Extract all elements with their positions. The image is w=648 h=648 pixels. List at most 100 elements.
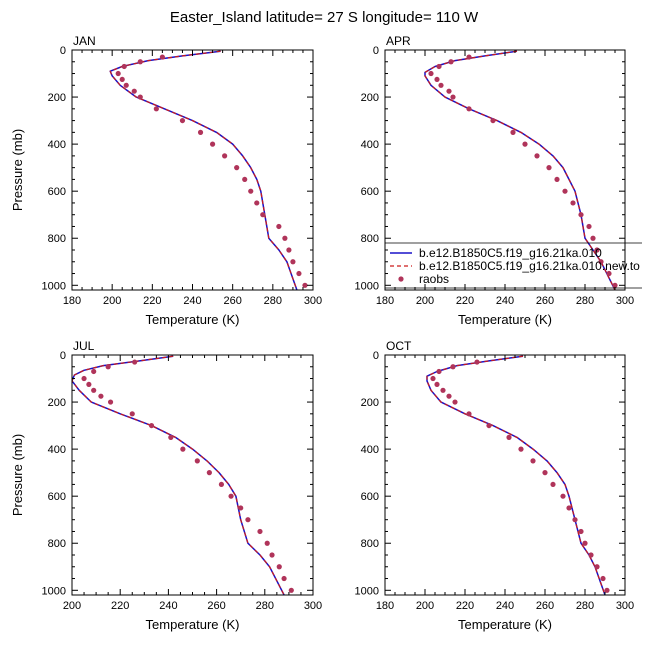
raobs-point [179, 117, 186, 124]
legend: b.e12.B1850C5.f19_g16.21ka.010b.e12.B185… [385, 242, 642, 289]
y-tick-label: 0 [373, 45, 379, 57]
y-tick-label: 1000 [42, 585, 66, 597]
raobs-point [600, 575, 606, 582]
raobs-point [91, 387, 97, 393]
x-tick-label: 280 [264, 295, 282, 307]
y-tick-label: 400 [48, 444, 66, 456]
series-line [426, 355, 606, 595]
raobs-point [542, 470, 548, 476]
raobs-point [180, 446, 186, 452]
panel-label: JAN [73, 34, 96, 48]
panel-data [426, 355, 610, 595]
raobs-point [234, 165, 240, 171]
raobs-point [290, 259, 296, 265]
raobs-point [257, 528, 263, 535]
x-tick-label: 220 [111, 600, 129, 612]
y-tick-label: 0 [373, 350, 379, 362]
y-tick-label: 800 [48, 233, 66, 245]
raobs-point [121, 63, 127, 70]
raobs-point [598, 259, 604, 265]
x-tick-label: 180 [63, 295, 81, 307]
raobs-point [430, 375, 436, 382]
raobs-point [560, 493, 566, 499]
raobs-point [91, 368, 97, 375]
y-tick-label: 600 [48, 186, 66, 198]
x-tick-label: 200 [103, 295, 121, 307]
raobs-point [594, 564, 600, 570]
raobs-point [518, 446, 524, 452]
raobs-point [264, 540, 270, 546]
y-tick-label: 800 [361, 233, 379, 245]
x-tick-label: 180 [376, 600, 394, 612]
x-axis-label: Temperature (K) [146, 312, 240, 327]
raobs-point [276, 223, 282, 230]
legend-item: b.e12.B1850C5.f19_g16.21ka.010.new.to [390, 259, 640, 273]
legend-label: raobs [419, 272, 449, 286]
series-line [109, 50, 298, 290]
raobs-point [115, 70, 121, 77]
panel-label: OCT [386, 339, 412, 353]
x-tick-label: 200 [416, 295, 434, 307]
raobs-point [562, 188, 568, 194]
raobs-point [434, 76, 440, 83]
x-tick-label: 280 [256, 600, 274, 612]
raobs-point [486, 422, 492, 429]
raobs-point [550, 481, 556, 488]
legend-label: b.e12.B1850C5.f19_g16.21ka.010.new.to [419, 259, 640, 273]
raobs-point [197, 129, 204, 135]
raobs-point [572, 517, 578, 523]
x-tick-label: 240 [496, 295, 514, 307]
raobs-point [194, 458, 200, 464]
panel-frame [71, 49, 314, 291]
raobs-point [159, 54, 165, 60]
raobs-point [260, 212, 266, 218]
panel-data [109, 50, 308, 290]
x-tick-label: 260 [536, 600, 554, 612]
raobs-point [269, 552, 275, 558]
y-tick-label: 800 [361, 538, 379, 550]
series-line-new [109, 50, 298, 290]
raobs-point [546, 165, 552, 171]
raobs-point [438, 82, 444, 88]
raobs-point [288, 587, 294, 593]
x-tick-label: 280 [576, 295, 594, 307]
raobs-point [131, 88, 137, 94]
raobs-point [534, 153, 540, 159]
series-line-new [424, 50, 616, 290]
x-tick-label: 300 [304, 295, 322, 307]
panel-jul: 200 220 240 260 280 300 0 200 400 600 800 1000 JUL Te… [10, 339, 322, 632]
legend-label: b.e12.B1850C5.f19_g16.21ka.010 [419, 246, 602, 260]
x-tick-label: 200 [416, 600, 434, 612]
raobs-point [474, 359, 480, 365]
panel-apr: 180 200 220 240 260 280 300 0 200 400 600 800 1000 AP… [355, 34, 635, 327]
y-tick-label: 1000 [355, 280, 379, 292]
panel-label: JUL [73, 339, 95, 353]
x-axis-label: Temperature (K) [458, 617, 552, 632]
raobs-point [242, 176, 248, 183]
x-tick-label: 260 [536, 295, 554, 307]
raobs-point [466, 54, 472, 60]
raobs-point [129, 411, 135, 417]
legend-item: raobs [398, 272, 449, 286]
raobs-point [168, 434, 174, 440]
y-tick-label: 1000 [42, 280, 66, 292]
raobs-point [281, 575, 287, 582]
y-axis-label: Pressure (mb) [10, 434, 25, 516]
raobs-point [254, 200, 260, 206]
raobs-point [506, 434, 512, 440]
y-tick-label: 600 [48, 491, 66, 503]
raobs-point [209, 141, 216, 147]
raobs-point [206, 470, 212, 476]
raobs-point [466, 411, 472, 417]
raobs-point [578, 212, 584, 218]
legend-item: b.e12.B1850C5.f19_g16.21ka.010 [390, 246, 602, 260]
y-axis-label: Pressure (mb) [10, 129, 25, 211]
y-tick-label: 200 [48, 397, 66, 409]
raobs-point [446, 88, 452, 94]
panel-jan: 180 200 220 240 260 280 300 0 200 400 600 800 1000 JA… [10, 34, 322, 327]
raobs-point [119, 76, 125, 83]
raobs-point [436, 63, 442, 70]
raobs-point [98, 393, 104, 399]
raobs-point [153, 106, 159, 112]
